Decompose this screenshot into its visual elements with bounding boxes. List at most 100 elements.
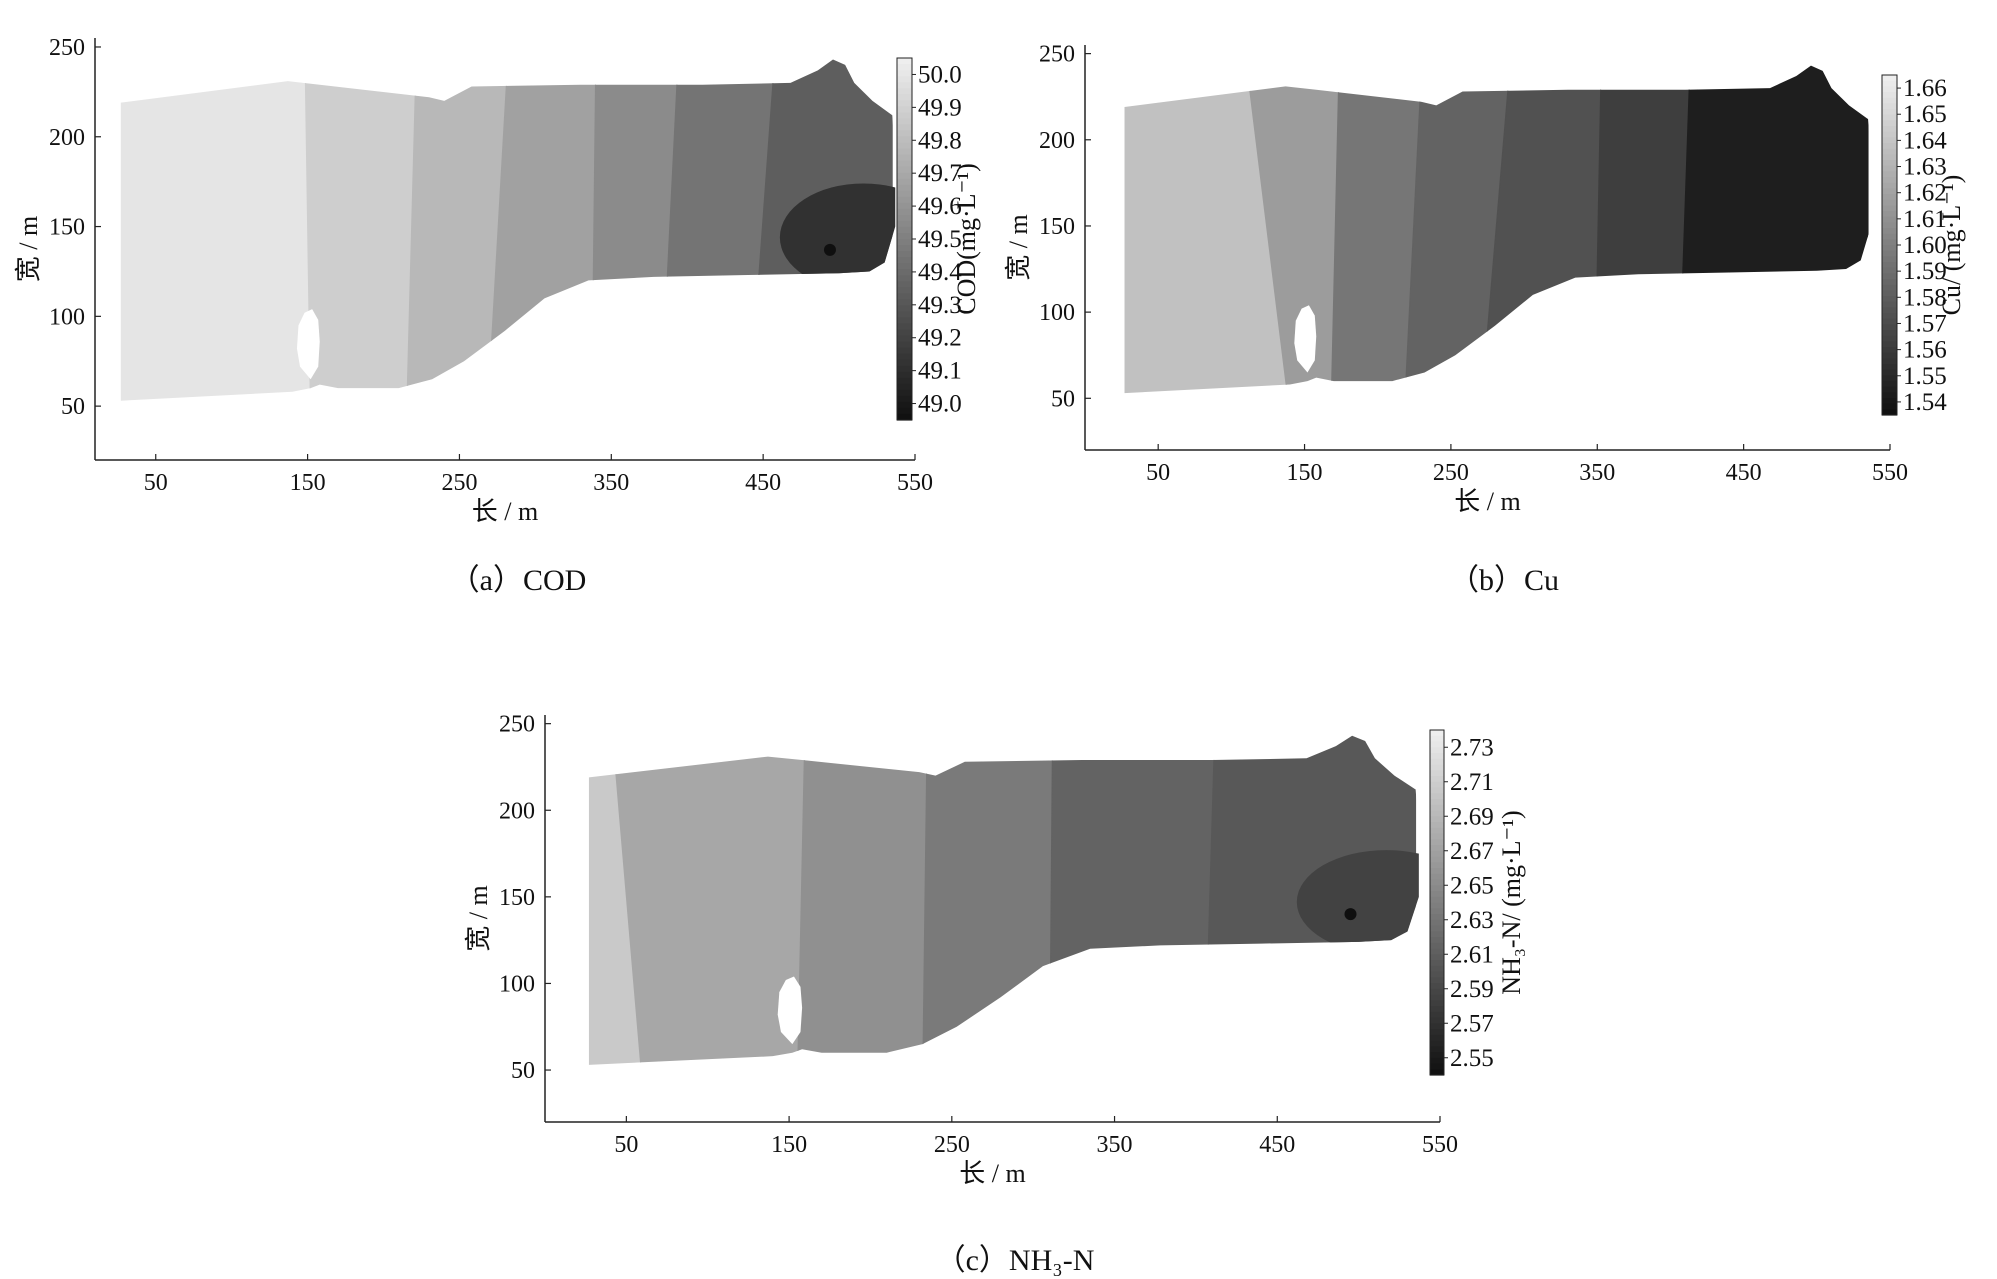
colorbar-tick-label: 49.5 [918, 226, 962, 253]
colorbar-tick-label: 1.56 [1903, 337, 1947, 364]
colorbar-segment [1882, 403, 1897, 410]
colorbar-segment [897, 293, 912, 300]
colorbar-segment [1882, 386, 1897, 393]
colorbar-segment [1882, 126, 1897, 133]
colorbar-segment [897, 136, 912, 144]
colorbar-segment [1430, 804, 1444, 812]
y-tick-label: 150 [1039, 214, 1075, 240]
colorbar-segment [1882, 290, 1897, 297]
colorbar-segment [897, 208, 912, 216]
colorbar-tick-label: 1.66 [1903, 75, 1947, 102]
colorbar-segment [897, 317, 912, 325]
colorbar-segment [1430, 919, 1444, 927]
colorbar-segment [1882, 148, 1897, 155]
colorbar-segment [1882, 194, 1897, 201]
colorbar-segment [1882, 171, 1897, 178]
colorbar-segment [897, 311, 912, 319]
colorbar-segment [1882, 177, 1897, 184]
colorbar-segment [1882, 364, 1897, 371]
colorbar-label: NH₃-N/ (mg·L⁻¹) [1497, 810, 1526, 994]
colorbar-segment [897, 112, 912, 119]
x-axis-label: 长 / m [959, 1159, 1025, 1188]
colorbar-segment [1430, 1011, 1444, 1019]
colorbar-segment [1882, 324, 1897, 331]
colorbar-segment [897, 287, 912, 294]
colorbar-segment [1882, 103, 1897, 110]
colorbar-tick-label: 2.67 [1450, 838, 1494, 865]
colorbar-segment [897, 269, 912, 276]
colorbar-tick-label: 2.73 [1450, 734, 1494, 761]
colorbar-segment [1430, 885, 1444, 892]
colorbar-segment [1882, 97, 1897, 104]
contour-band-4 [1403, 65, 1513, 394]
colorbar-segment [897, 82, 912, 89]
colorbar-segment [897, 70, 912, 77]
y-tick-label: 250 [1039, 42, 1075, 68]
y-axis-label: 宽 / m [14, 216, 43, 282]
colorbar-segment [1882, 313, 1897, 320]
colorbar-segment [897, 76, 912, 83]
colorbar-segment [1430, 856, 1444, 863]
x-tick-label: 150 [290, 470, 326, 496]
colorbar-segment [1430, 891, 1444, 898]
colorbar-segment [897, 401, 912, 409]
colorbar-segment [897, 184, 912, 192]
contour-band-2 [304, 59, 418, 401]
island-hole [296, 309, 320, 380]
colorbar-tick-label: 2.71 [1450, 769, 1494, 796]
y-tick-label: 50 [1051, 386, 1075, 412]
colorbar-tick-label: 1.60 [1903, 232, 1947, 259]
colorbar-segment [897, 341, 912, 349]
colorbar-segment [897, 335, 912, 343]
y-tick-label: 250 [49, 35, 85, 61]
contour-band-4 [922, 735, 1054, 1065]
y-tick-label: 50 [511, 1058, 535, 1084]
colorbar-tick-label: 1.61 [1903, 206, 1947, 233]
colorbar-segment [1882, 75, 1897, 82]
colorbar-segment [897, 214, 912, 222]
colorbar-segment [1882, 154, 1897, 161]
colorbar-segment [1882, 233, 1897, 240]
colorbar-segment [897, 106, 912, 113]
colorbar-segment [1430, 827, 1444, 835]
x-tick-label: 450 [745, 470, 781, 496]
colorbar-segment [1430, 753, 1444, 760]
colorbar-segment [1882, 137, 1897, 144]
colorbar-segment [1430, 896, 1444, 904]
x-tick-label: 250 [1433, 460, 1469, 486]
x-tick-label: 450 [1726, 460, 1762, 486]
colorbar-segment [1882, 369, 1897, 376]
colorbar-segment [897, 407, 912, 415]
colorbar-segment [1430, 873, 1444, 881]
colorbar-segment [1882, 114, 1897, 121]
y-tick-label: 100 [49, 304, 85, 330]
colorbar-segment [1430, 1029, 1444, 1036]
colorbar-segment [897, 353, 912, 361]
colorbar-segment [1882, 216, 1897, 223]
colorbar-tick-label: 49.9 [918, 94, 962, 121]
colorbar-segment [897, 323, 912, 331]
colorbar-frame [1429, 729, 1445, 1076]
contour-minimum [1344, 908, 1357, 921]
x-tick-label: 150 [771, 1132, 807, 1158]
colorbar-segment [1430, 833, 1444, 840]
contour-band-6 [659, 59, 778, 401]
caption-cu: （b）Cu [1448, 564, 1559, 597]
colorbar-segment [897, 172, 912, 180]
colorbar-tick-label: 49.0 [918, 391, 962, 418]
colorbar-segment [1430, 948, 1444, 955]
colorbar-tick-label: 2.63 [1450, 907, 1494, 934]
colorbar-tick-label: 1.64 [1903, 127, 1947, 154]
colorbar-segment [1882, 358, 1897, 365]
x-tick-label: 450 [1259, 1132, 1295, 1158]
colorbar-segment [1430, 925, 1444, 932]
contour-field [120, 59, 896, 401]
colorbar-segment [1882, 273, 1897, 280]
y-tick-label: 100 [499, 971, 535, 997]
y-tick-label: 100 [1039, 300, 1075, 326]
colorbar-segment [897, 413, 912, 421]
y-tick-label: 200 [49, 125, 85, 151]
colorbar-label: COD(mg·L⁻¹) [952, 163, 981, 315]
colorbar-segment [1882, 92, 1897, 99]
